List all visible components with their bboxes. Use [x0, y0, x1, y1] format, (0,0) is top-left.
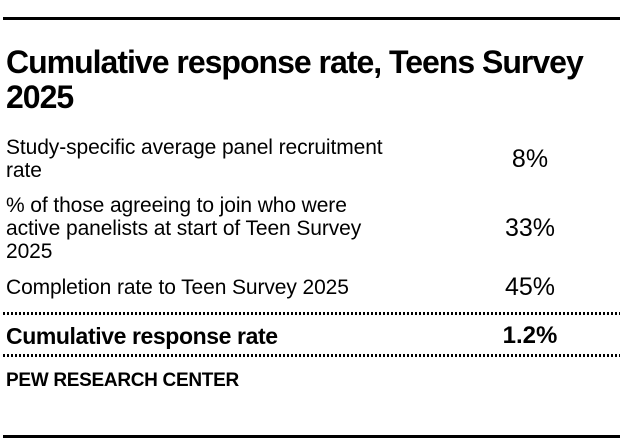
total-row-value: 1.2%: [502, 322, 558, 349]
chart-title: Cumulative response rate, Teens Survey 2…: [6, 44, 584, 115]
row-label: Completion rate to Teen Survey 2025: [6, 276, 349, 299]
source-label: PEW RESEARCH CENTER: [6, 370, 239, 391]
row-label: % of those agreeing to join who were act…: [6, 194, 362, 263]
row-value: 8%: [511, 144, 549, 173]
pew-chart-card: Cumulative response rate, Teens Survey 2…: [0, 17, 620, 440]
table-row: Completion rate to Teen Survey 2025 45%: [0, 275, 620, 300]
top-rule: [3, 17, 620, 20]
table-row: Study-specific average panel recruitment…: [0, 136, 620, 182]
dotted-separator: [3, 354, 620, 357]
bottom-rule: [3, 435, 620, 438]
row-value: 45%: [504, 273, 556, 301]
table-row: % of those agreeing to join who were act…: [0, 194, 620, 263]
total-row-label: Cumulative response rate: [6, 323, 278, 349]
row-label: Study-specific average panel recruitment…: [6, 136, 383, 182]
dotted-separator: [3, 312, 620, 315]
total-row: Cumulative response rate 1.2%: [0, 322, 620, 350]
row-value: 33%: [504, 214, 556, 242]
rates-table: Study-specific average panel recruitment…: [0, 136, 620, 300]
